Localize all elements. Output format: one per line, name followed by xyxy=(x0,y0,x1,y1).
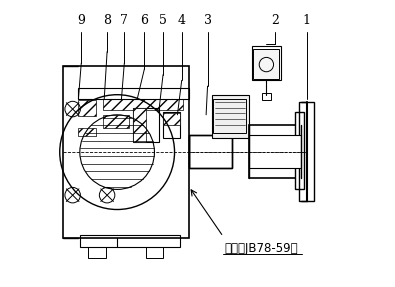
Text: 6: 6 xyxy=(140,13,149,27)
Text: 5: 5 xyxy=(159,13,167,27)
Bar xyxy=(163,112,180,138)
Bar xyxy=(103,115,129,128)
Text: 9: 9 xyxy=(77,13,85,27)
Bar xyxy=(254,49,279,79)
Bar xyxy=(78,88,189,99)
Bar xyxy=(80,235,180,247)
Bar xyxy=(249,135,301,168)
Bar xyxy=(213,99,246,133)
Text: 1: 1 xyxy=(303,13,310,27)
Bar xyxy=(78,100,96,116)
Bar xyxy=(189,135,232,168)
Bar xyxy=(163,113,180,125)
Bar xyxy=(189,135,232,168)
Bar xyxy=(63,66,189,238)
Bar xyxy=(103,99,183,110)
Bar xyxy=(262,93,271,100)
Bar xyxy=(133,108,146,142)
Bar xyxy=(299,102,314,201)
Bar xyxy=(252,46,281,80)
Text: 2: 2 xyxy=(271,13,279,27)
Bar xyxy=(78,128,96,136)
Text: 8: 8 xyxy=(103,13,111,27)
Bar xyxy=(249,125,301,178)
Bar xyxy=(88,247,105,258)
Text: 4: 4 xyxy=(178,13,186,27)
Bar xyxy=(212,95,249,138)
Text: 7: 7 xyxy=(120,13,128,27)
Bar xyxy=(146,247,163,258)
Text: 3: 3 xyxy=(203,13,212,27)
Text: 法兰（JB78-59）: 法兰（JB78-59） xyxy=(225,242,298,255)
Bar xyxy=(295,112,304,189)
Bar xyxy=(133,108,159,142)
